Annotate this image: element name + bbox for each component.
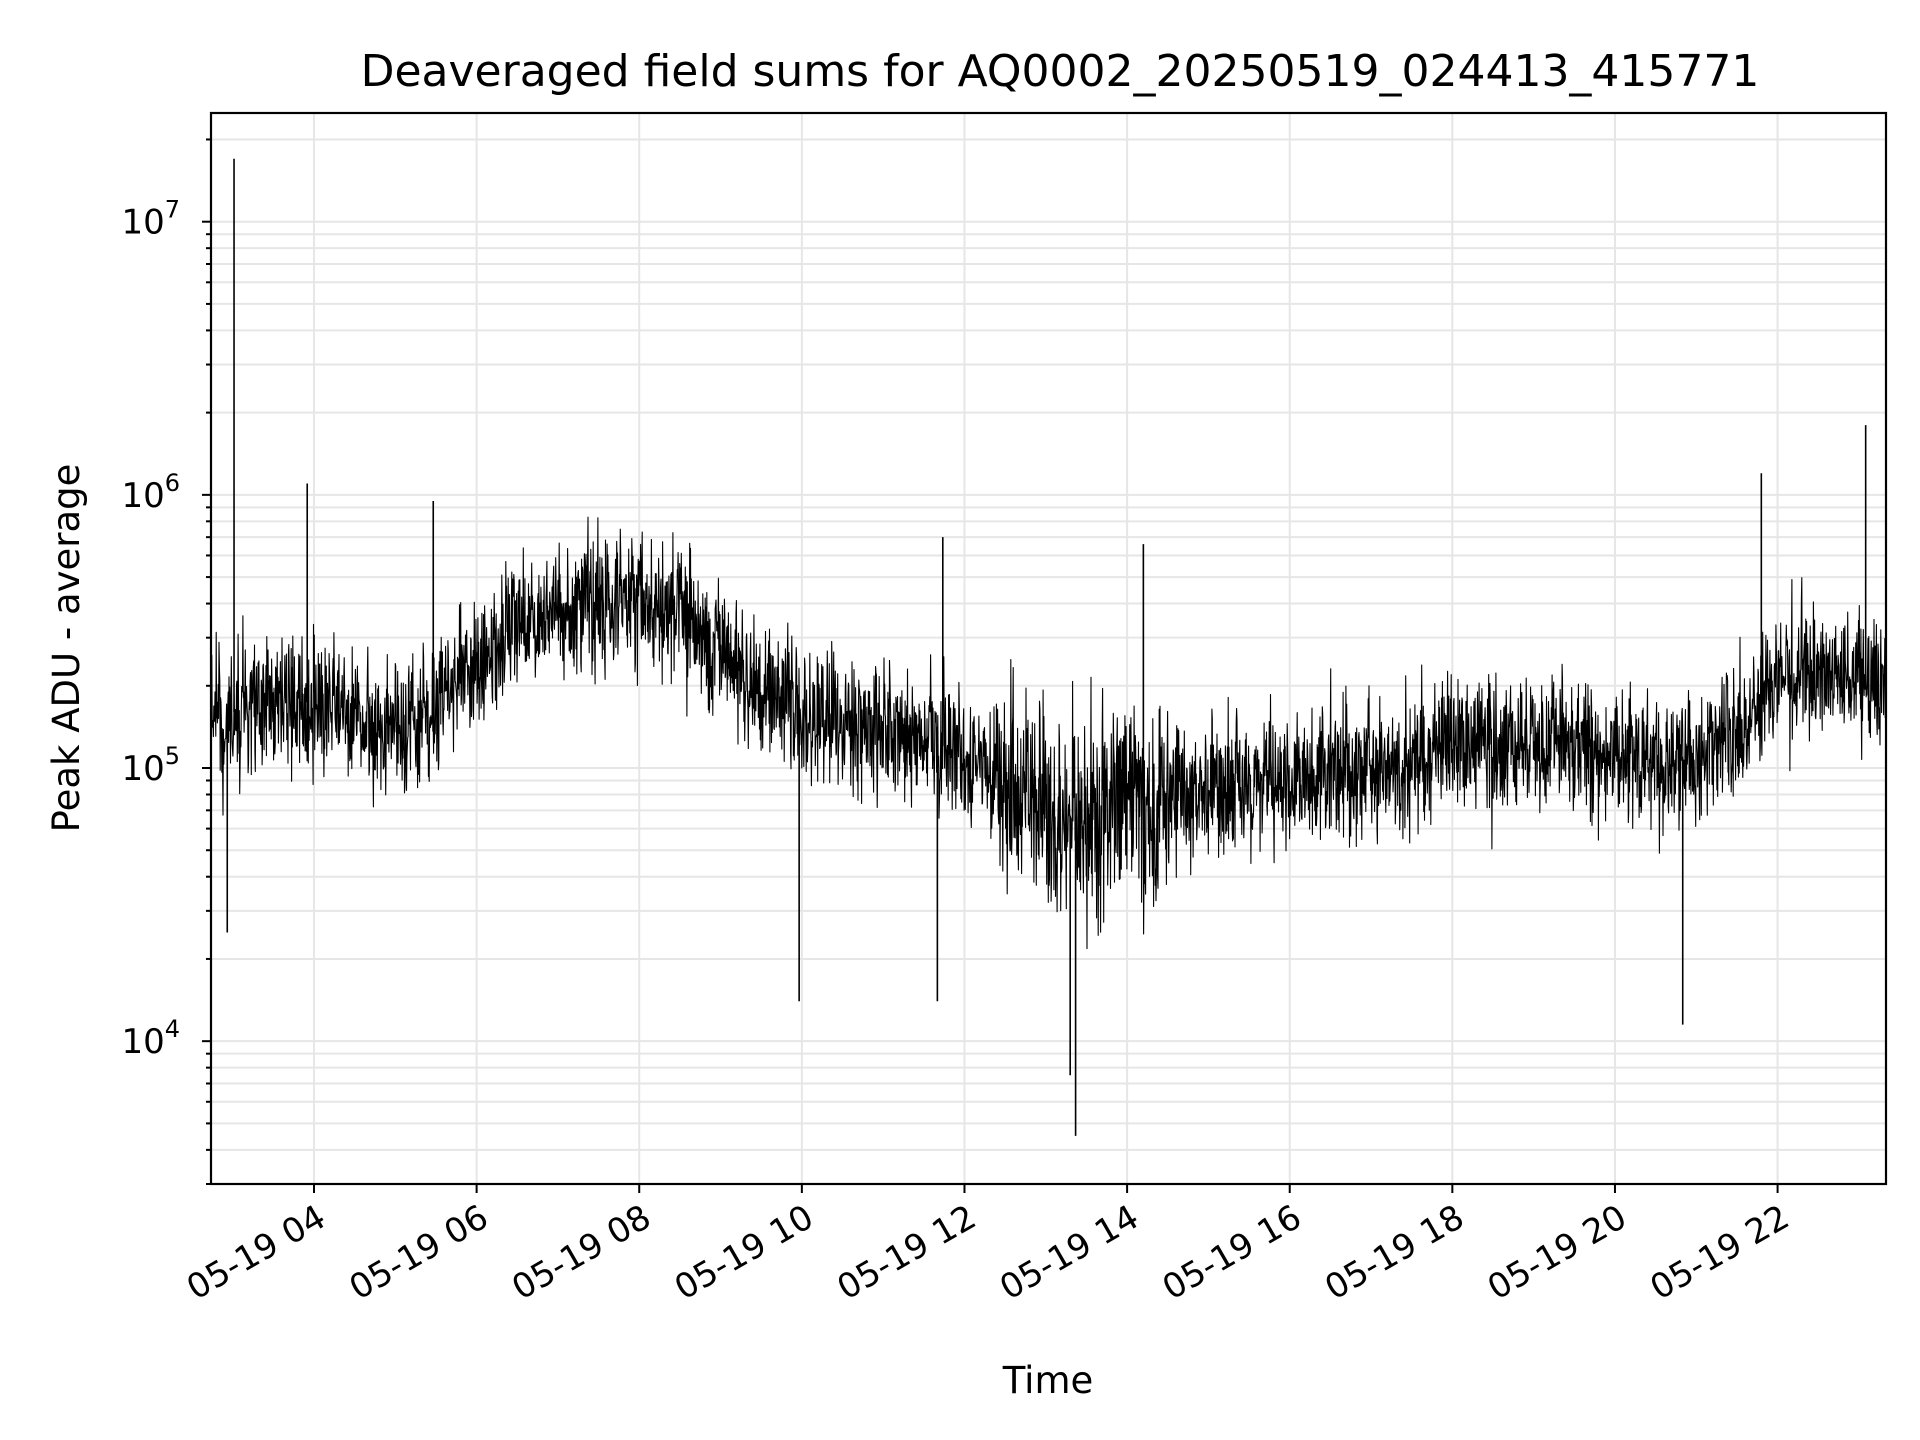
y-tick-label: 104: [121, 1015, 180, 1062]
x-tick-label: 05-19 18: [1318, 1197, 1470, 1308]
x-tick-label: 05-19 12: [831, 1197, 983, 1308]
y-axis-label: Peak ADU - average: [45, 464, 88, 833]
y-axis: 104 105 106 107: [121, 138, 211, 1185]
x-axis: 05-19 04 05-19 06 05-19 08 05-19 10 05-19 12…: [180, 1184, 1796, 1308]
y-tick-label: 106: [121, 469, 180, 516]
x-tick-label: 05-19 16: [1156, 1197, 1308, 1308]
x-tick-label: 05-19 08: [505, 1197, 657, 1308]
x-tick-label: 05-19 14: [993, 1197, 1145, 1308]
x-tick-label: 05-19 20: [1481, 1197, 1633, 1308]
series-line: [210, 516, 1887, 950]
y-tick-label: 107: [121, 196, 180, 243]
chart-title: Deaveraged field sums for AQ0002_2025051…: [361, 46, 1760, 97]
x-tick-label: 05-19 10: [668, 1197, 820, 1308]
x-tick-label: 05-19 04: [180, 1197, 332, 1308]
y-tick-label: 105: [121, 742, 180, 789]
plot-area: [210, 158, 1887, 1136]
x-tick-label: 05-19 22: [1644, 1197, 1796, 1308]
x-axis-label: Time: [1002, 1359, 1094, 1402]
plot-frame: [209, 111, 1888, 1186]
x-tick-label: 05-19 06: [343, 1197, 495, 1308]
